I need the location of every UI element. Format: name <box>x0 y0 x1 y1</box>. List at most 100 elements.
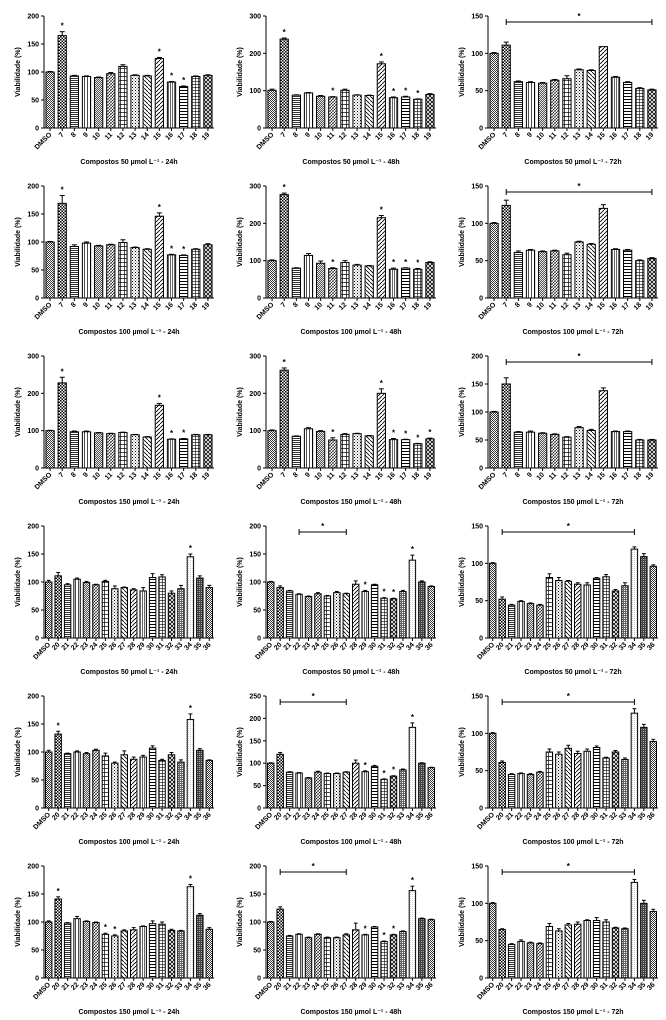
bar <box>610 431 621 469</box>
significance-star: * <box>61 22 65 31</box>
x-tick-label: 7 <box>502 301 510 309</box>
bar <box>316 262 326 299</box>
chart-panel: 0 50 100 150 200 Viabilidade (%) DMSO 20 21 22 23 2… <box>0 510 222 680</box>
bar <box>562 436 572 469</box>
x-tick-label: 16 <box>164 301 175 312</box>
x-tick-label: 24 <box>533 981 544 992</box>
x-tick-label: 35 <box>415 811 426 822</box>
x-tick-label: 8 <box>292 471 300 479</box>
x-tick-label: 25 <box>98 641 109 652</box>
bar <box>489 732 497 809</box>
bar <box>602 921 610 979</box>
x-axis-label: Compostos 50 µmol L⁻¹ - 48h <box>302 159 399 166</box>
y-tick-label: 100 <box>471 901 483 908</box>
bar <box>623 249 633 299</box>
bar <box>498 928 506 979</box>
y-tick-label: 100 <box>249 88 261 95</box>
bar <box>304 937 313 979</box>
significance-star: * <box>382 931 386 940</box>
y-tick-label: 0 <box>35 976 39 983</box>
x-tick-label: 18 <box>189 471 200 482</box>
bar <box>167 929 176 979</box>
bar <box>399 931 407 979</box>
x-tick-label: 30 <box>368 981 379 992</box>
x-tick-label: 16 <box>608 131 619 142</box>
bar <box>501 44 511 129</box>
x-tick-label: 35 <box>637 641 648 652</box>
x-tick-label: DMSO <box>476 811 496 831</box>
x-tick-label: 16 <box>164 131 175 142</box>
x-tick-label: 22 <box>514 811 525 822</box>
x-tick-label: 13 <box>350 301 361 312</box>
x-tick-label: 28 <box>127 811 138 822</box>
x-tick-label: 19 <box>645 301 656 312</box>
y-axis-label: Viabilidade (%) <box>15 557 22 607</box>
x-tick-label: 21 <box>61 641 72 652</box>
significance-star: * <box>392 429 396 438</box>
x-tick-label: 18 <box>411 301 422 312</box>
y-axis-label: Viabilidade (%) <box>237 897 244 947</box>
bar <box>57 35 67 129</box>
y-tick-label: 50 <box>253 783 261 790</box>
x-tick-label: 27 <box>339 811 350 822</box>
x-tick-label: 34 <box>183 811 194 822</box>
bar <box>179 86 189 129</box>
bar <box>418 918 426 979</box>
x-tick-label: 29 <box>136 811 147 822</box>
bar <box>501 204 511 299</box>
x-tick-label: 21 <box>283 981 294 992</box>
x-tick-label: 12 <box>560 131 571 142</box>
x-tick-label: 13 <box>572 131 583 142</box>
bracket-star: * <box>567 692 571 701</box>
x-tick-label: 9 <box>82 301 90 309</box>
x-tick-label: 14 <box>584 471 595 482</box>
significance-star: * <box>416 89 420 98</box>
x-tick-label: 25 <box>542 981 553 992</box>
x-tick-label: 24 <box>533 811 544 822</box>
significance-star: * <box>416 259 420 268</box>
bar <box>389 598 398 639</box>
x-tick-label: 15 <box>596 471 607 482</box>
x-tick-label: 18 <box>411 471 422 482</box>
y-axis-label: Viabilidade (%) <box>237 387 244 437</box>
y-tick-label: 300 <box>249 354 261 361</box>
significance-star: * <box>382 588 386 597</box>
bar <box>340 262 350 299</box>
bar <box>303 428 314 469</box>
bar <box>279 38 289 129</box>
bar <box>380 941 388 979</box>
bar <box>640 726 648 809</box>
y-tick-label: 200 <box>249 221 261 228</box>
bar <box>621 928 629 979</box>
bar <box>186 886 195 979</box>
x-tick-label: 15 <box>152 301 163 312</box>
x-tick-label: 18 <box>411 131 422 142</box>
x-tick-label: DMSO <box>254 811 274 831</box>
x-tick-label: 23 <box>301 811 312 822</box>
bar <box>526 942 535 979</box>
bar <box>388 97 399 129</box>
y-tick-label: 50 <box>31 98 39 105</box>
x-tick-label: 9 <box>82 471 90 479</box>
y-tick-label: 150 <box>471 382 483 389</box>
bar <box>111 588 119 639</box>
bar <box>635 439 645 469</box>
x-tick-label: DMSO <box>254 641 274 661</box>
bar <box>139 925 147 979</box>
bar <box>158 576 166 639</box>
x-tick-label: 12 <box>116 301 127 312</box>
x-tick-label: 12 <box>116 131 127 142</box>
bar <box>427 585 435 639</box>
bar <box>574 752 582 809</box>
x-tick-label: 11 <box>548 131 558 141</box>
x-tick-label: 24 <box>89 641 100 652</box>
bar <box>550 433 560 469</box>
y-tick-label: 150 <box>27 892 39 899</box>
bar <box>388 268 399 299</box>
bar <box>304 777 313 809</box>
x-tick-label: 33 <box>396 811 407 822</box>
bar <box>314 593 322 639</box>
